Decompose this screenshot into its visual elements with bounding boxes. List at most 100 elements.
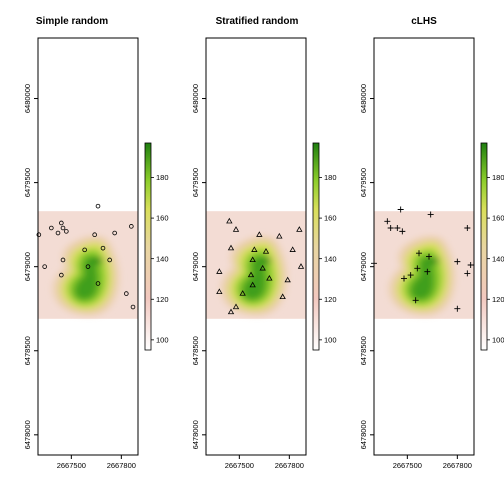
raster-surface [206,211,306,319]
sample-point [427,211,434,218]
colorbar-tick-label: 180 [156,173,169,182]
sample-point [289,246,296,252]
x-tick-label: 2667800 [275,461,304,470]
sample-point [401,275,407,282]
y-tick-label: 6478000 [359,420,368,449]
sample-point [279,293,286,300]
sample-point [107,257,112,263]
y-axis: 6478000 6478500 6479000 6479500 6480000 [191,84,206,449]
sample-point [216,288,223,294]
y-tick-label: 6478500 [191,336,200,365]
sample-point [60,225,66,231]
sample-point [371,260,377,267]
colorbar-tick-label: 160 [492,214,504,223]
sample-point [454,258,461,265]
sample-point [256,231,263,237]
panel-title: cLHS [411,16,437,27]
colorbar-tick-label: 140 [156,254,169,263]
x-axis: 2667500 2667800 [57,455,136,470]
sample-point [407,272,414,279]
y-tick-label: 6478000 [191,420,200,449]
x-tick-label: 2667500 [393,461,422,470]
sample-point [296,226,303,232]
sample-point [64,229,69,234]
panel-stratified-random: Stratified random 6478000647850064790006… [191,16,337,470]
x-tick-label: 2667500 [225,461,254,470]
y-tick-label: 6479500 [191,168,200,197]
colorbar-tick-label: 160 [156,214,169,223]
sample-point [467,261,474,268]
sample-point [416,250,422,257]
sample-point [36,232,42,238]
sample-point [232,303,240,310]
sample-point [249,281,256,288]
sample-point [49,225,54,231]
sample-point [454,305,461,312]
y-tick-label: 6479000 [23,252,32,281]
sample-point [130,304,136,310]
sample-point [92,232,97,238]
y-tick-label: 6479500 [359,168,368,197]
colorbar-scale [144,142,152,351]
y-tick-label: 6480000 [23,84,32,113]
sample-point [284,276,291,283]
y-tick-label: 6480000 [191,84,200,113]
y-tick-label: 6478000 [23,420,32,449]
colorbar-tick-label: 140 [492,254,504,263]
sample-points [216,217,305,315]
sample-point [464,225,471,232]
colorbar-tick-label: 100 [156,335,169,344]
sample-point [247,271,255,278]
sample-point [426,253,432,260]
colorbar-tick-label: 100 [492,335,504,344]
sample-point [95,203,101,209]
sample-point [414,265,421,272]
sample-point [387,225,394,232]
sample-point [216,268,223,274]
plot-frame [37,37,139,456]
y-tick-label: 6480000 [359,84,368,113]
panel-title: Simple random [36,16,108,27]
colorbar-scale [312,142,320,351]
sample-point [239,290,246,296]
sample-points [36,203,136,310]
sample-point [59,272,64,278]
panel-clhs: cLHS 6478000 6478500 6479000 6479500 6480000… [359,16,504,470]
colorbar-tick-label: 100 [324,335,337,344]
sample-point [55,230,61,236]
y-tick-label: 6479500 [23,168,32,197]
panel-simple-random: Simple random 6478000 6478500 6479000 64795… [23,16,169,470]
y-tick-label: 6479000 [359,252,368,281]
x-axis: 2667500 2667800 [393,455,472,470]
colorbar: 100 120 140 160 180 [312,142,337,351]
sample-point [249,256,256,263]
raster-field [374,211,474,319]
x-tick-label: 2667800 [443,461,472,470]
colorbar-tick-label: 140 [324,254,337,263]
colorbar-tick-label: 120 [156,295,169,304]
sample-point [266,274,273,281]
x-axis: 2667500 2667800 [225,455,304,470]
sample-point [59,220,64,226]
sample-point [60,257,66,263]
sample-point [394,225,401,232]
sample-point [464,270,471,277]
sample-point [227,308,235,315]
sample-point [399,228,406,235]
sample-point [226,217,233,224]
sample-point [85,264,91,269]
sample-point [100,245,106,251]
sample-point [82,247,87,253]
x-tick-label: 2667800 [107,461,136,470]
sample-point [297,263,305,269]
x-tick-label: 2667500 [57,461,86,470]
sample-point [384,218,391,225]
colorbar-tick-label: 120 [324,295,337,304]
y-axis: 6478000 6478500 6479000 6479500 6480000 [23,84,38,449]
sample-point [112,230,117,236]
sample-point [232,226,240,232]
raster-surface [374,211,474,319]
sample-point [251,246,258,252]
sample-point [262,248,270,254]
